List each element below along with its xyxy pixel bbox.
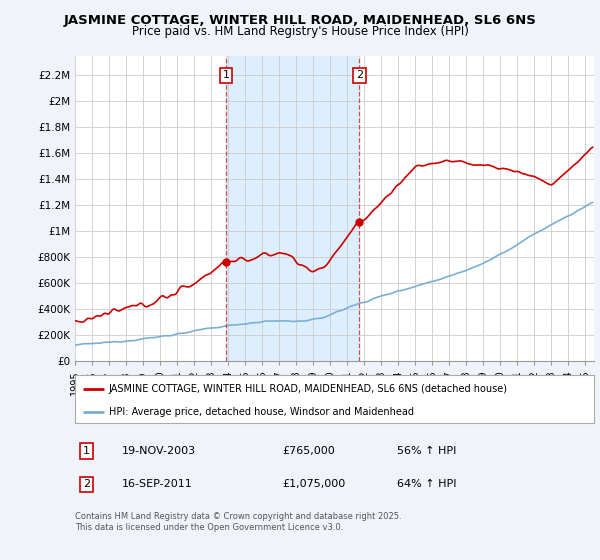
- Text: Price paid vs. HM Land Registry's House Price Index (HPI): Price paid vs. HM Land Registry's House …: [131, 25, 469, 38]
- Text: 2: 2: [83, 479, 90, 489]
- Text: 1: 1: [223, 71, 230, 81]
- Text: 19-NOV-2003: 19-NOV-2003: [122, 446, 196, 456]
- Text: 1: 1: [83, 446, 90, 456]
- Text: 2: 2: [356, 71, 363, 81]
- Text: 56% ↑ HPI: 56% ↑ HPI: [397, 446, 456, 456]
- Text: JASMINE COTTAGE, WINTER HILL ROAD, MAIDENHEAD, SL6 6NS: JASMINE COTTAGE, WINTER HILL ROAD, MAIDE…: [64, 14, 536, 27]
- Text: 64% ↑ HPI: 64% ↑ HPI: [397, 479, 456, 489]
- Text: JASMINE COTTAGE, WINTER HILL ROAD, MAIDENHEAD, SL6 6NS (detached house): JASMINE COTTAGE, WINTER HILL ROAD, MAIDE…: [109, 384, 508, 394]
- Text: £765,000: £765,000: [283, 446, 335, 456]
- Text: HPI: Average price, detached house, Windsor and Maidenhead: HPI: Average price, detached house, Wind…: [109, 407, 414, 417]
- Text: 16-SEP-2011: 16-SEP-2011: [122, 479, 193, 489]
- Text: £1,075,000: £1,075,000: [283, 479, 346, 489]
- Bar: [226, 56, 359, 361]
- Text: Contains HM Land Registry data © Crown copyright and database right 2025.
This d: Contains HM Land Registry data © Crown c…: [75, 512, 401, 532]
